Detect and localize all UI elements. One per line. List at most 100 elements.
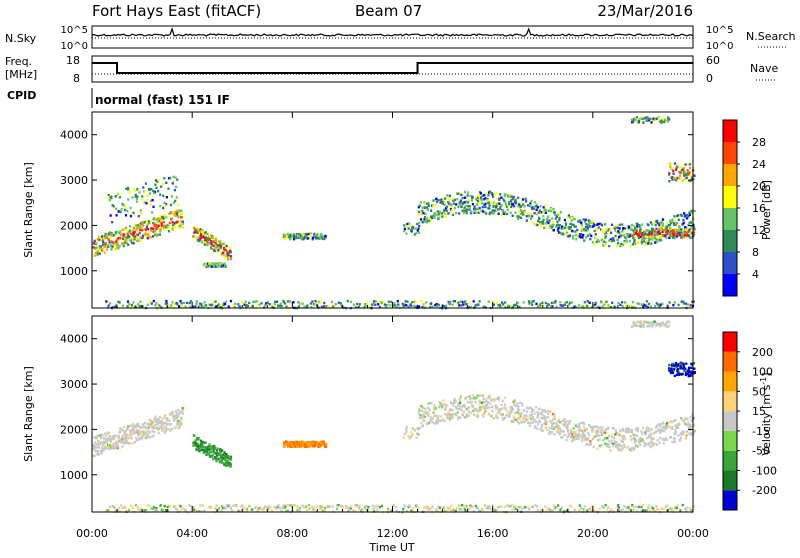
echo-cell bbox=[580, 435, 583, 438]
echo-cell bbox=[629, 233, 632, 236]
echo-cell bbox=[620, 445, 623, 448]
echo-cell bbox=[500, 214, 504, 217]
echo-cell bbox=[684, 437, 687, 440]
echo-cell bbox=[482, 198, 486, 201]
echo-cell bbox=[640, 242, 643, 245]
echo-cell bbox=[426, 202, 429, 205]
echo-cell bbox=[682, 420, 685, 423]
echo-cell bbox=[618, 223, 621, 227]
echo-cell bbox=[688, 213, 691, 216]
echo-cell bbox=[226, 252, 229, 255]
echo-cell bbox=[125, 239, 128, 242]
velocity-scatter bbox=[92, 320, 696, 514]
echo-cell bbox=[195, 444, 198, 448]
echo-cell bbox=[684, 216, 687, 219]
echo-cell bbox=[669, 426, 672, 429]
echo-cell bbox=[150, 187, 153, 191]
echo-cell bbox=[288, 234, 291, 237]
echo-cell bbox=[656, 439, 659, 442]
echo-cell bbox=[92, 444, 95, 447]
echo-cell bbox=[307, 232, 310, 236]
echo-cell bbox=[658, 324, 661, 328]
colorbar-tick-label: 16 bbox=[752, 202, 766, 215]
echo-cell bbox=[636, 222, 639, 226]
echo-cell bbox=[232, 303, 235, 307]
echo-cell bbox=[220, 458, 223, 462]
echo-cell bbox=[671, 440, 674, 444]
echo-cell bbox=[245, 510, 248, 513]
echo-cell bbox=[497, 304, 500, 307]
echo-cell bbox=[440, 200, 444, 204]
echo-cell bbox=[690, 209, 693, 213]
echo-cell bbox=[672, 234, 675, 237]
echo-cell bbox=[411, 433, 414, 436]
echo-cell bbox=[434, 304, 437, 307]
echo-cell bbox=[495, 191, 498, 195]
xtick-label: 00:00 bbox=[677, 527, 709, 540]
echo-cell bbox=[145, 225, 149, 228]
echo-cell bbox=[668, 301, 671, 304]
echo-cell bbox=[677, 371, 680, 374]
xtick-label: 04:00 bbox=[176, 527, 208, 540]
echo-cell bbox=[181, 409, 184, 413]
echo-cell bbox=[222, 303, 225, 307]
echo-cell bbox=[130, 433, 133, 437]
echo-cell bbox=[691, 370, 694, 373]
echo-cell bbox=[214, 305, 217, 308]
echo-cell bbox=[486, 403, 489, 406]
echo-cell bbox=[495, 416, 498, 419]
echo-cell bbox=[111, 241, 114, 244]
echo-cell bbox=[634, 324, 637, 327]
echo-cell bbox=[200, 240, 204, 244]
echo-cell bbox=[100, 452, 103, 455]
echo-cell bbox=[428, 401, 432, 404]
echo-cell bbox=[435, 197, 438, 200]
echo-cell bbox=[357, 305, 360, 309]
echo-cell bbox=[144, 430, 147, 434]
echo-cell bbox=[561, 232, 565, 235]
echo-cell bbox=[666, 320, 669, 323]
echo-cell bbox=[690, 509, 693, 512]
echo-cell bbox=[222, 302, 225, 305]
echo-cell bbox=[435, 303, 438, 306]
echo-cell bbox=[170, 412, 173, 415]
frequency-panel: Freq. [MHz] 18 8 60 0 Nave bbox=[5, 54, 778, 85]
echo-cell bbox=[580, 421, 583, 424]
echo-cell bbox=[485, 400, 488, 403]
echo-cell bbox=[612, 239, 616, 242]
echo-cell bbox=[613, 436, 616, 440]
echo-cell bbox=[458, 507, 461, 511]
echo-cell bbox=[675, 235, 678, 238]
echo-cell bbox=[529, 202, 532, 205]
echo-cell bbox=[624, 301, 627, 304]
echo-cell bbox=[437, 216, 440, 220]
echo-cell bbox=[496, 406, 499, 409]
echo-cell bbox=[258, 303, 261, 306]
echo-cell bbox=[178, 422, 182, 426]
echo-cell bbox=[240, 301, 244, 304]
echo-cell bbox=[578, 509, 581, 512]
echo-cell bbox=[686, 418, 689, 421]
echo-cell bbox=[559, 211, 562, 214]
echo-cell bbox=[267, 505, 270, 508]
echo-cell bbox=[692, 225, 695, 229]
echo-cell bbox=[617, 448, 621, 452]
echo-cell bbox=[469, 401, 472, 404]
echo-cell bbox=[593, 224, 596, 227]
echo-cell bbox=[478, 195, 481, 198]
nave-label: Nave bbox=[750, 62, 778, 75]
echo-cell bbox=[489, 507, 492, 511]
echo-cell bbox=[465, 211, 468, 215]
echo-cell bbox=[425, 301, 428, 304]
echo-cell bbox=[245, 507, 249, 511]
echo-cell bbox=[454, 509, 457, 513]
echo-cell bbox=[507, 195, 510, 198]
echo-cell bbox=[219, 262, 222, 266]
colorbar-tick-label: -50 bbox=[752, 445, 770, 458]
echo-cell bbox=[478, 509, 481, 513]
echo-cell bbox=[505, 304, 508, 307]
echo-cell bbox=[665, 236, 668, 239]
echo-cell bbox=[660, 121, 663, 124]
echo-cell bbox=[547, 409, 550, 413]
echo-cell bbox=[685, 178, 688, 181]
